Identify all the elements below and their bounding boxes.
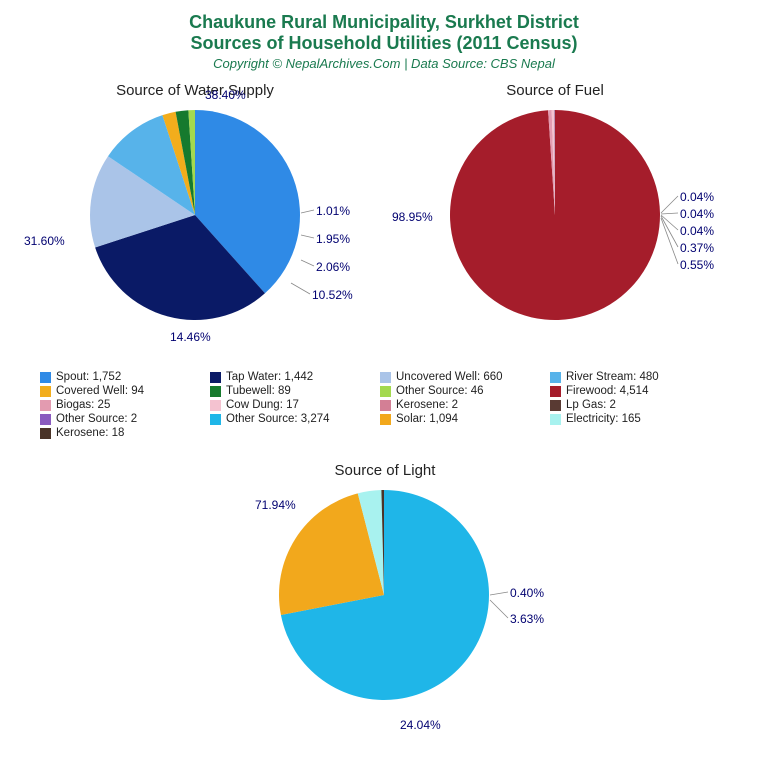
legend-item: Uncovered Well: 660 [380, 371, 550, 383]
legend-item: Tubewell: 89 [210, 385, 380, 397]
pct-label: 3.63% [510, 612, 544, 626]
legend-swatch [380, 372, 391, 383]
legend-swatch [210, 372, 221, 383]
legend-item: Spout: 1,752 [40, 371, 210, 383]
legend-swatch [550, 400, 561, 411]
legend-item: Kerosene: 18 [40, 427, 210, 439]
legend-swatch [210, 400, 221, 411]
leader-line [661, 218, 678, 264]
pct-label: 10.52% [312, 288, 353, 302]
legend-swatch [550, 372, 561, 383]
legend-label: Kerosene: 18 [56, 427, 124, 439]
legend-swatch [210, 414, 221, 425]
pct-label: 0.04% [680, 224, 714, 238]
legend-label: Tap Water: 1,442 [226, 371, 313, 383]
leader-line [661, 216, 678, 247]
pct-label: 0.04% [680, 190, 714, 204]
pct-label: 98.95% [392, 210, 433, 224]
pct-label: 38.40% [205, 88, 246, 102]
pct-label: 0.55% [680, 258, 714, 272]
pie-slice [450, 110, 660, 320]
legend-item: Biogas: 25 [40, 399, 210, 411]
pct-label: 0.40% [510, 586, 544, 600]
legend-item: Other Source: 46 [380, 385, 550, 397]
legend-item: Other Source: 2 [40, 413, 210, 425]
legend-item: Other Source: 3,274 [210, 413, 380, 425]
leader-line [661, 213, 678, 214]
legend-label: Cow Dung: 17 [226, 399, 299, 411]
legend-swatch [210, 386, 221, 397]
legend-item: Firewood: 4,514 [550, 385, 720, 397]
pct-label: 0.04% [680, 207, 714, 221]
leader-line [661, 215, 678, 230]
legend-label: Uncovered Well: 660 [396, 371, 503, 383]
legend-label: Firewood: 4,514 [566, 385, 648, 397]
legend-label: Other Source: 2 [56, 413, 137, 425]
pct-label: 1.01% [316, 204, 350, 218]
legend-swatch [40, 400, 51, 411]
legend-label: Kerosene: 2 [396, 399, 458, 411]
legend-item: Electricity: 165 [550, 413, 720, 425]
legend-swatch [40, 372, 51, 383]
legend-label: Biogas: 25 [56, 399, 110, 411]
pct-label: 24.04% [400, 718, 441, 732]
pct-label: 14.46% [170, 330, 211, 344]
legend-swatch [380, 400, 391, 411]
legend-swatch [550, 386, 561, 397]
leader-line [490, 600, 508, 618]
legend-swatch [40, 414, 51, 425]
leader-line [661, 196, 678, 213]
legend-swatch [550, 414, 561, 425]
legend-label: Solar: 1,094 [396, 413, 458, 425]
legend-label: Tubewell: 89 [226, 385, 291, 397]
leader-line [301, 235, 314, 238]
legend-item: Solar: 1,094 [380, 413, 550, 425]
legend-item: Covered Well: 94 [40, 385, 210, 397]
leader-line [291, 283, 310, 294]
pct-label: 2.06% [316, 260, 350, 274]
legend-swatch [40, 386, 51, 397]
legend-label: Electricity: 165 [566, 413, 641, 425]
leader-line [490, 592, 508, 595]
legend: Spout: 1,752 Tap Water: 1,442 Uncovered We… [40, 370, 730, 440]
legend-label: Other Source: 3,274 [226, 413, 330, 425]
leader-line [301, 260, 314, 266]
legend-swatch [40, 428, 51, 439]
legend-label: Spout: 1,752 [56, 371, 121, 383]
legend-label: Lp Gas: 2 [566, 399, 616, 411]
legend-label: River Stream: 480 [566, 371, 659, 383]
legend-label: Covered Well: 94 [56, 385, 144, 397]
pct-label: 71.94% [255, 498, 296, 512]
leader-line [301, 210, 314, 213]
legend-item: Lp Gas: 2 [550, 399, 720, 411]
legend-swatch [380, 414, 391, 425]
legend-label: Other Source: 46 [396, 385, 484, 397]
pct-label: 31.60% [24, 234, 65, 248]
legend-swatch [380, 386, 391, 397]
legend-item: Kerosene: 2 [380, 399, 550, 411]
pct-label: 1.95% [316, 232, 350, 246]
pct-label: 0.37% [680, 241, 714, 255]
legend-item: Tap Water: 1,442 [210, 371, 380, 383]
legend-item: Cow Dung: 17 [210, 399, 380, 411]
legend-item: River Stream: 480 [550, 371, 720, 383]
